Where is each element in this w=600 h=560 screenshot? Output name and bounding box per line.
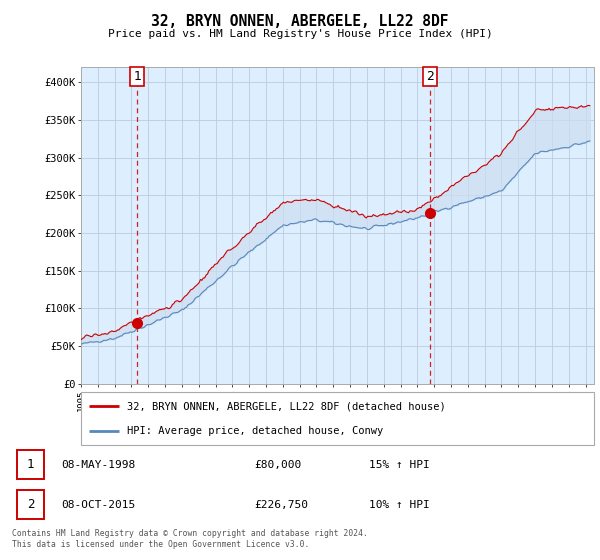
Text: 1: 1 [26,458,34,471]
Text: 2: 2 [427,70,434,83]
Text: 32, BRYN ONNEN, ABERGELE, LL22 8DF: 32, BRYN ONNEN, ABERGELE, LL22 8DF [151,14,449,29]
Text: 10% ↑ HPI: 10% ↑ HPI [369,500,430,510]
Text: £80,000: £80,000 [254,460,301,470]
Text: £226,750: £226,750 [254,500,308,510]
Text: 1: 1 [133,70,141,83]
Text: 08-OCT-2015: 08-OCT-2015 [61,500,135,510]
FancyBboxPatch shape [17,491,44,519]
Text: 15% ↑ HPI: 15% ↑ HPI [369,460,430,470]
Text: HPI: Average price, detached house, Conwy: HPI: Average price, detached house, Conw… [127,426,383,436]
Text: 2: 2 [26,498,34,511]
Text: Price paid vs. HM Land Registry's House Price Index (HPI): Price paid vs. HM Land Registry's House … [107,29,493,39]
FancyBboxPatch shape [17,450,44,479]
Text: Contains HM Land Registry data © Crown copyright and database right 2024.
This d: Contains HM Land Registry data © Crown c… [12,529,368,549]
Text: 08-MAY-1998: 08-MAY-1998 [61,460,135,470]
Text: 32, BRYN ONNEN, ABERGELE, LL22 8DF (detached house): 32, BRYN ONNEN, ABERGELE, LL22 8DF (deta… [127,402,446,412]
FancyBboxPatch shape [81,392,594,445]
